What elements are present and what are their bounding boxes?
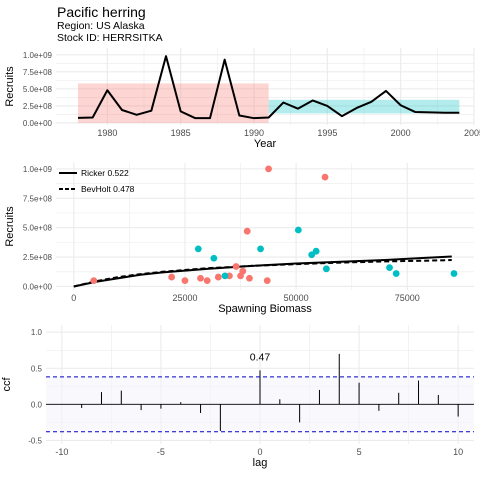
sr-y-tick-label: 0.0e+00 (23, 282, 53, 291)
period1-point (246, 274, 253, 282)
ts-x-tick-label: 2005 (464, 128, 480, 138)
sr-y-axis-title: Recruits (4, 206, 16, 247)
period1-point (203, 277, 211, 284)
ccf-x-tick-label: -5 (157, 447, 165, 457)
region-label: Region: US Alaska (57, 20, 145, 32)
ts-x-tick-label: 1990 (244, 128, 264, 138)
period2-point (257, 245, 264, 253)
ccf-y-tick-label: 0.5 (31, 364, 43, 373)
period2-point (386, 264, 393, 272)
ts-y-tick-label: 1.0e+09 (23, 51, 53, 60)
stock-id-label: Stock ID: HERRSITKA (57, 32, 163, 44)
chart-header: Pacific herring Region: US Alaska Stock … (57, 4, 163, 44)
ts-y-tick-label: 7.5e+08 (23, 68, 53, 77)
period2-point (294, 226, 302, 234)
sr-y-tick-label: 7.5e+08 (23, 194, 53, 203)
ccf-y-axis-title: ccf (1, 377, 13, 392)
recruits-line (77, 55, 460, 120)
period1-point (90, 277, 98, 284)
legend-label: Ricker 0.522 (81, 168, 129, 178)
chart-title: Pacific herring (57, 4, 146, 20)
period1-band (78, 83, 269, 123)
ts-x-axis-title: Year (254, 138, 277, 150)
period1-point (197, 274, 204, 282)
bevholt-curve (73, 259, 452, 288)
period2-point (392, 270, 400, 277)
ccf-x-tick-label: 10 (453, 447, 463, 457)
ts-y-tick-label: 0.0e+00 (23, 119, 53, 128)
period1-point (232, 263, 240, 270)
period2-point (210, 254, 218, 262)
ccf-x-tick-label: 0 (257, 447, 262, 457)
ts-x-tick-label: 2000 (391, 128, 411, 138)
period1-point (243, 227, 251, 235)
sr-x-tick-label: 0 (71, 293, 76, 303)
period2-point (221, 272, 229, 280)
sr-x-tick-label: 50000 (284, 293, 309, 303)
ts-y-tick-label: 5.0e+08 (23, 85, 53, 94)
ricker-curve (73, 255, 452, 288)
sr-y-tick-label: 1.0e+09 (23, 165, 53, 174)
period2-point (312, 247, 320, 255)
ts-y-tick-label: 2.5e+08 (23, 102, 53, 111)
ccf-x-tick-label: -10 (55, 447, 68, 457)
period2-band (268, 99, 460, 114)
ccf-y-tick-label: 0.0 (31, 400, 43, 409)
ts-x-tick-label: 1995 (317, 128, 337, 138)
ccf-annotation: 0.47 (250, 351, 271, 363)
sr-x-tick-label: 75000 (395, 293, 420, 303)
period1-point (239, 267, 247, 275)
period1-point (321, 173, 329, 181)
ccf-y-tick-label: 1.0 (31, 328, 43, 337)
ts-x-tick-label: 1985 (171, 128, 191, 138)
ts-y-axis-title: Recruits (4, 66, 16, 107)
ts-x-tick-label: 1980 (97, 128, 117, 138)
period2-point (194, 245, 202, 253)
period1-point (168, 273, 176, 281)
ccf-x-axis-title: lag (253, 457, 268, 469)
ccf-y-tick-label: -0.5 (28, 436, 42, 445)
period1-point (214, 273, 222, 281)
sr-x-axis-title: Spawning Biomass (218, 303, 312, 315)
sr-y-tick-label: 5.0e+08 (23, 224, 53, 233)
period2-point (322, 265, 330, 273)
sr-x-tick-label: 25000 (172, 293, 197, 303)
period1-point (265, 165, 272, 173)
legend-label: BevHolt 0.478 (81, 184, 135, 194)
period1-point (263, 277, 271, 284)
period2-point (450, 270, 458, 277)
ccf-x-tick-label: 5 (357, 447, 362, 457)
sr-y-tick-label: 2.5e+08 (23, 253, 53, 262)
period1-point (181, 277, 189, 284)
